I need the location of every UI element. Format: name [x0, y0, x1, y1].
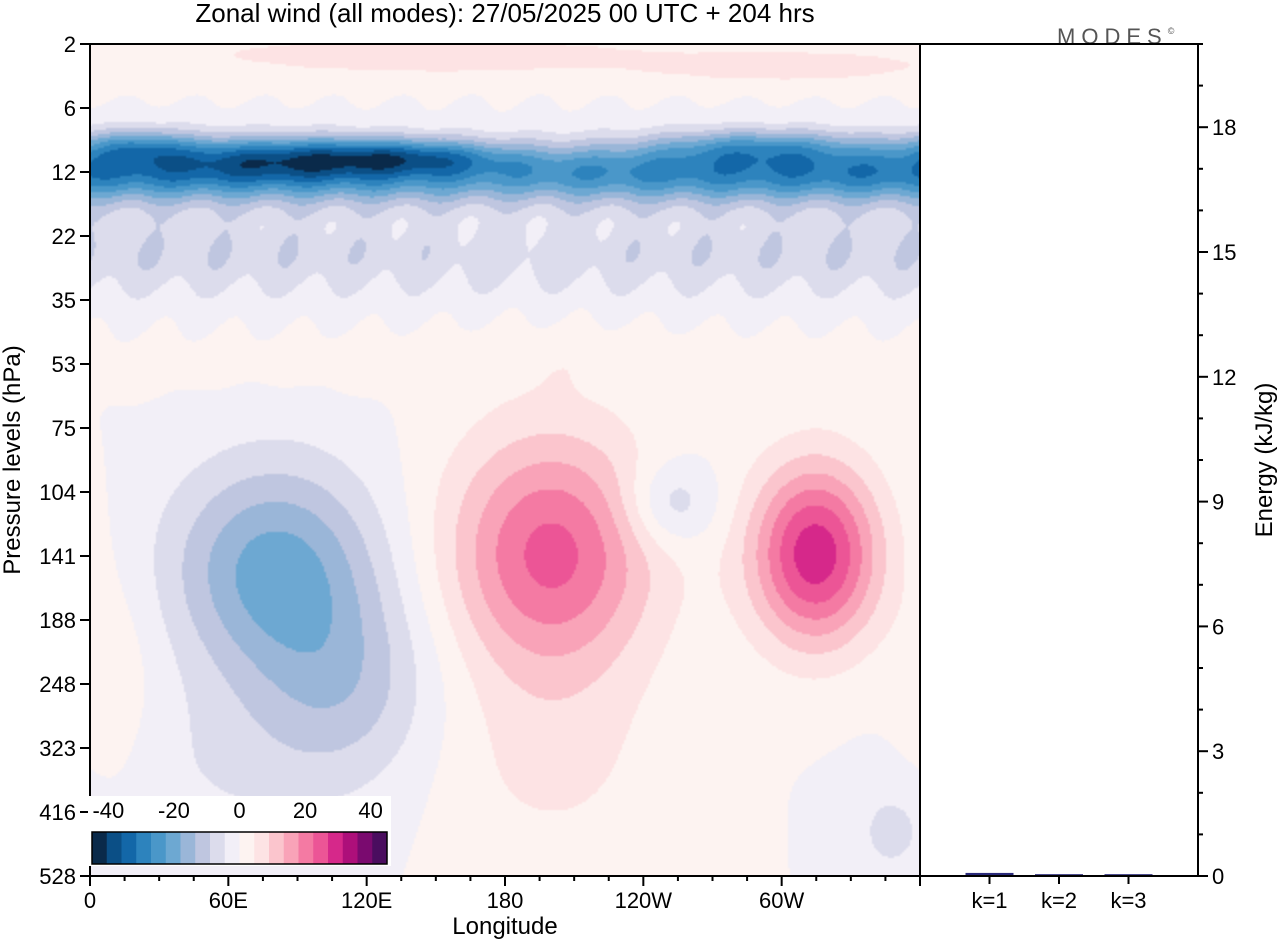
- colorbar-label: 40: [358, 798, 382, 823]
- colorbar-swatch: [195, 832, 211, 864]
- y-tick-label: 6: [64, 96, 76, 121]
- energy-tick-label: 9: [1212, 490, 1224, 515]
- x-tick-label: 120E: [341, 888, 392, 913]
- y-tick-label: 2: [64, 32, 76, 57]
- colorbar-swatch: [106, 832, 122, 864]
- y-tick-label: 528: [39, 864, 76, 889]
- energy-tick-label: 0: [1212, 864, 1224, 889]
- colorbar-label: 20: [293, 798, 317, 823]
- colorbar-swatch: [210, 832, 226, 864]
- y-tick-label: 12: [52, 160, 76, 185]
- colorbar-label: -40: [92, 798, 124, 823]
- colorbar-swatch: [328, 832, 344, 864]
- colorbar-swatch: [180, 832, 196, 864]
- x-axis-title: Longitude: [452, 913, 557, 940]
- x-tick-label: 60E: [209, 888, 248, 913]
- energy-axis: 0 3 6 9 12 15 18: [1198, 43, 1236, 889]
- y-tick-label: 75: [52, 416, 76, 441]
- energy-frame: [919, 43, 1199, 877]
- x-tick-label: 180: [487, 888, 524, 913]
- heatmap-field: [90, 44, 920, 876]
- colorbar-frame: [91, 831, 388, 865]
- colorbar-swatch: [136, 832, 152, 864]
- y-tick-label: 188: [39, 608, 76, 633]
- colorbar-swatch: [298, 832, 314, 864]
- x-tick-label: 120W: [615, 888, 673, 913]
- y-axis-title: Pressure levels (hPa): [0, 345, 26, 574]
- y-tick-label: 53: [52, 352, 76, 377]
- colorbar-swatch: [92, 832, 108, 864]
- colorbar-swatch: [165, 832, 181, 864]
- energy-tick-label: 3: [1212, 739, 1224, 764]
- energy-tick-label: 15: [1212, 240, 1236, 265]
- y-axis: 2 6 12 22 35 53 75 104 141 188 248 323 416 528: [39, 32, 90, 889]
- energy-category-label: k=1: [971, 888, 1007, 913]
- energy-axis-title: Energy (kJ/kg): [1251, 383, 1278, 538]
- colorbar-swatch: [357, 832, 373, 864]
- x-tick-label: 0: [84, 888, 96, 913]
- colorbar-swatch: [372, 832, 388, 864]
- energy-bars: k=1 k=2 k=3: [965, 872, 1153, 913]
- colorbar-swatch: [151, 832, 167, 864]
- energy-category-label: k=2: [1041, 888, 1077, 913]
- colorbar-label: -20: [158, 798, 190, 823]
- colorbar-swatch: [342, 832, 358, 864]
- energy-panel: [920, 44, 1198, 876]
- colorbar-swatch: [224, 832, 240, 864]
- colorbar-swatch: [254, 832, 270, 864]
- colorbar-swatch: [313, 832, 329, 864]
- x-tick-label: 60W: [759, 888, 804, 913]
- x-axis: 0 60E 120E 180 120W 60W: [84, 876, 921, 913]
- colorbar-swatch: [121, 832, 137, 864]
- y-tick-label: 416: [39, 800, 76, 825]
- colorbar-swatch: [283, 832, 299, 864]
- colorbar: -40 -20 0 20 40: [88, 796, 391, 866]
- colorbar-swatch: [269, 832, 285, 864]
- y-tick-label: 104: [39, 480, 76, 505]
- y-tick-label: 35: [52, 288, 76, 313]
- energy-bar: [965, 872, 1014, 876]
- energy-tick-label: 12: [1212, 365, 1236, 390]
- energy-tick-label: 6: [1212, 614, 1224, 639]
- y-tick-label: 248: [39, 672, 76, 697]
- logo-mark: ©: [1168, 26, 1175, 36]
- y-tick-label: 323: [39, 736, 76, 761]
- energy-tick-label: 18: [1212, 115, 1236, 140]
- chart-title: Zonal wind (all modes): 27/05/2025 00 UT…: [195, 0, 814, 28]
- colorbar-swatch: [239, 832, 255, 864]
- energy-category-label: k=3: [1110, 888, 1146, 913]
- y-tick-label: 22: [52, 224, 76, 249]
- y-tick-label: 141: [39, 544, 76, 569]
- colorbar-label: 0: [233, 798, 245, 823]
